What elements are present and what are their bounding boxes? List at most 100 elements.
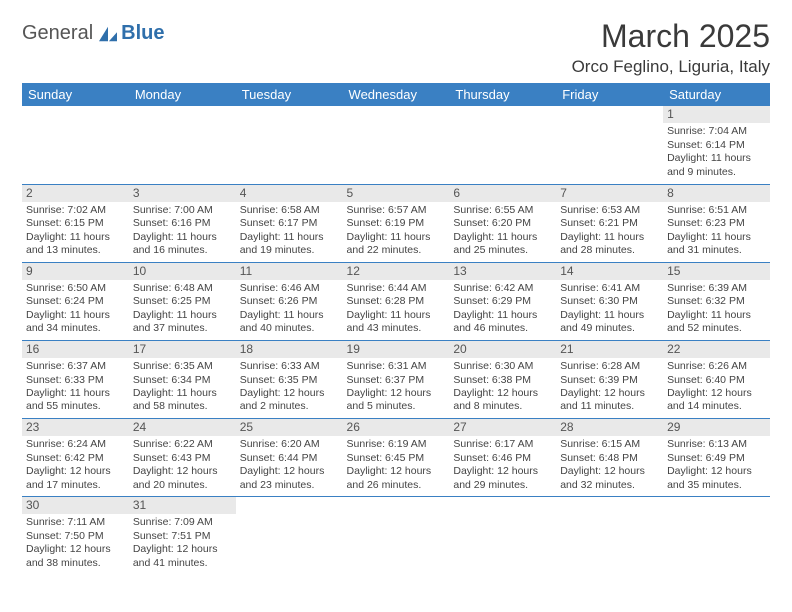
daylight-text: Daylight: 12 hours and 35 minutes. bbox=[667, 465, 766, 492]
calendar-cell: 20Sunrise: 6:30 AMSunset: 6:38 PMDayligh… bbox=[449, 340, 556, 418]
calendar-cell: 14Sunrise: 6:41 AMSunset: 6:30 PMDayligh… bbox=[556, 262, 663, 340]
daylight-text: Daylight: 11 hours and 9 minutes. bbox=[667, 152, 766, 179]
day-number: 13 bbox=[449, 263, 556, 280]
sunset-text: Sunset: 6:28 PM bbox=[347, 295, 446, 308]
day-number: 5 bbox=[343, 185, 450, 202]
calendar-cell: 5Sunrise: 6:57 AMSunset: 6:19 PMDaylight… bbox=[343, 184, 450, 262]
sunrise-text: Sunrise: 6:19 AM bbox=[347, 438, 446, 451]
daylight-text: Daylight: 11 hours and 22 minutes. bbox=[347, 231, 446, 258]
day-header: Saturday bbox=[663, 83, 770, 106]
day-header: Tuesday bbox=[236, 83, 343, 106]
day-number: 19 bbox=[343, 341, 450, 358]
day-number: 25 bbox=[236, 419, 343, 436]
calendar-cell: 8Sunrise: 6:51 AMSunset: 6:23 PMDaylight… bbox=[663, 184, 770, 262]
sunset-text: Sunset: 6:16 PM bbox=[133, 217, 232, 230]
calendar-row: 2Sunrise: 7:02 AMSunset: 6:15 PMDaylight… bbox=[22, 184, 770, 262]
calendar-cell: 1Sunrise: 7:04 AMSunset: 6:14 PMDaylight… bbox=[663, 106, 770, 184]
calendar-row: 1Sunrise: 7:04 AMSunset: 6:14 PMDaylight… bbox=[22, 106, 770, 184]
calendar-cell: 6Sunrise: 6:55 AMSunset: 6:20 PMDaylight… bbox=[449, 184, 556, 262]
sunset-text: Sunset: 6:39 PM bbox=[560, 374, 659, 387]
sunset-text: Sunset: 6:21 PM bbox=[560, 217, 659, 230]
daylight-text: Daylight: 11 hours and 25 minutes. bbox=[453, 231, 552, 258]
sunrise-text: Sunrise: 6:26 AM bbox=[667, 360, 766, 373]
daylight-text: Daylight: 12 hours and 26 minutes. bbox=[347, 465, 446, 492]
logo-text-general: General bbox=[22, 22, 93, 45]
sunset-text: Sunset: 6:44 PM bbox=[240, 452, 339, 465]
day-number: 10 bbox=[129, 263, 236, 280]
sunrise-text: Sunrise: 6:51 AM bbox=[667, 204, 766, 217]
sunrise-text: Sunrise: 6:31 AM bbox=[347, 360, 446, 373]
location: Orco Feglino, Liguria, Italy bbox=[572, 57, 770, 77]
day-number: 9 bbox=[22, 263, 129, 280]
daylight-text: Daylight: 11 hours and 55 minutes. bbox=[26, 387, 125, 414]
calendar-cell: 24Sunrise: 6:22 AMSunset: 6:43 PMDayligh… bbox=[129, 418, 236, 496]
day-number: 12 bbox=[343, 263, 450, 280]
day-number: 27 bbox=[449, 419, 556, 436]
calendar-cell: 22Sunrise: 6:26 AMSunset: 6:40 PMDayligh… bbox=[663, 340, 770, 418]
day-number: 6 bbox=[449, 185, 556, 202]
day-number: 16 bbox=[22, 341, 129, 358]
day-number: 29 bbox=[663, 419, 770, 436]
sunrise-text: Sunrise: 6:50 AM bbox=[26, 282, 125, 295]
sunrise-text: Sunrise: 6:33 AM bbox=[240, 360, 339, 373]
daylight-text: Daylight: 12 hours and 23 minutes. bbox=[240, 465, 339, 492]
sunrise-text: Sunrise: 6:46 AM bbox=[240, 282, 339, 295]
calendar-cell: 4Sunrise: 6:58 AMSunset: 6:17 PMDaylight… bbox=[236, 184, 343, 262]
day-number: 28 bbox=[556, 419, 663, 436]
sunset-text: Sunset: 6:24 PM bbox=[26, 295, 125, 308]
calendar-cell bbox=[343, 106, 450, 184]
daylight-text: Daylight: 11 hours and 40 minutes. bbox=[240, 309, 339, 336]
sail-icon bbox=[97, 25, 119, 43]
calendar-cell: 19 Sunrise: 6:31 AMSunset: 6:37 PMDayligh… bbox=[343, 340, 450, 418]
calendar-cell: 23Sunrise: 6:24 AMSunset: 6:42 PMDayligh… bbox=[22, 418, 129, 496]
daylight-text: Daylight: 12 hours and 8 minutes. bbox=[453, 387, 552, 414]
sunrise-text: Sunrise: 6:39 AM bbox=[667, 282, 766, 295]
sunrise-text: Sunrise: 6:37 AM bbox=[26, 360, 125, 373]
sunset-text: Sunset: 6:37 PM bbox=[347, 374, 446, 387]
sunset-text: Sunset: 6:35 PM bbox=[240, 374, 339, 387]
calendar-cell: 18 Sunrise: 6:33 AMSunset: 6:35 PMDayligh… bbox=[236, 340, 343, 418]
sunrise-text: Sunrise: 7:00 AM bbox=[133, 204, 232, 217]
sunset-text: Sunset: 6:34 PM bbox=[133, 374, 232, 387]
calendar-cell: 3Sunrise: 7:00 AMSunset: 6:16 PMDaylight… bbox=[129, 184, 236, 262]
daylight-text: Daylight: 12 hours and 5 minutes. bbox=[347, 387, 446, 414]
day-number: 18 bbox=[236, 341, 343, 358]
calendar-cell: 30Sunrise: 7:11 AMSunset: 7:50 PMDayligh… bbox=[22, 496, 129, 574]
sunrise-text: Sunrise: 6:15 AM bbox=[560, 438, 659, 451]
calendar-cell: 29Sunrise: 6:13 AMSunset: 6:49 PMDayligh… bbox=[663, 418, 770, 496]
sunset-text: Sunset: 7:50 PM bbox=[26, 530, 125, 543]
sunset-text: Sunset: 6:46 PM bbox=[453, 452, 552, 465]
day-number: 24 bbox=[129, 419, 236, 436]
calendar-cell: 2Sunrise: 7:02 AMSunset: 6:15 PMDaylight… bbox=[22, 184, 129, 262]
sunset-text: Sunset: 6:38 PM bbox=[453, 374, 552, 387]
sunset-text: Sunset: 6:42 PM bbox=[26, 452, 125, 465]
day-number: 20 bbox=[449, 341, 556, 358]
calendar-cell: 7Sunrise: 6:53 AMSunset: 6:21 PMDaylight… bbox=[556, 184, 663, 262]
daylight-text: Daylight: 11 hours and 37 minutes. bbox=[133, 309, 232, 336]
day-number: 3 bbox=[129, 185, 236, 202]
calendar-cell: 13Sunrise: 6:42 AMSunset: 6:29 PMDayligh… bbox=[449, 262, 556, 340]
calendar-cell bbox=[556, 106, 663, 184]
daylight-text: Daylight: 12 hours and 2 minutes. bbox=[240, 387, 339, 414]
daylight-text: Daylight: 12 hours and 14 minutes. bbox=[667, 387, 766, 414]
daylight-text: Daylight: 11 hours and 46 minutes. bbox=[453, 309, 552, 336]
calendar-row: 30Sunrise: 7:11 AMSunset: 7:50 PMDayligh… bbox=[22, 496, 770, 574]
calendar-row: 16Sunrise: 6:37 AMSunset: 6:33 PMDayligh… bbox=[22, 340, 770, 418]
sunset-text: Sunset: 6:23 PM bbox=[667, 217, 766, 230]
calendar-cell: 21Sunrise: 6:28 AMSunset: 6:39 PMDayligh… bbox=[556, 340, 663, 418]
day-header: Wednesday bbox=[343, 83, 450, 106]
sunset-text: Sunset: 6:20 PM bbox=[453, 217, 552, 230]
sunrise-text: Sunrise: 6:22 AM bbox=[133, 438, 232, 451]
calendar-row: 9 Sunrise: 6:50 AMSunset: 6:24 PM Daylight… bbox=[22, 262, 770, 340]
calendar-cell bbox=[343, 496, 450, 574]
sunrise-text: Sunrise: 6:42 AM bbox=[453, 282, 552, 295]
calendar-cell: 26Sunrise: 6:19 AMSunset: 6:45 PMDayligh… bbox=[343, 418, 450, 496]
calendar-cell: 11Sunrise: 6:46 AMSunset: 6:26 PMDayligh… bbox=[236, 262, 343, 340]
sunrise-text: Sunrise: 6:41 AM bbox=[560, 282, 659, 295]
calendar-head: SundayMondayTuesdayWednesdayThursdayFrid… bbox=[22, 83, 770, 106]
sunrise-text: Sunrise: 6:48 AM bbox=[133, 282, 232, 295]
calendar-cell bbox=[663, 496, 770, 574]
calendar-cell bbox=[449, 496, 556, 574]
day-header: Monday bbox=[129, 83, 236, 106]
day-number: 26 bbox=[343, 419, 450, 436]
